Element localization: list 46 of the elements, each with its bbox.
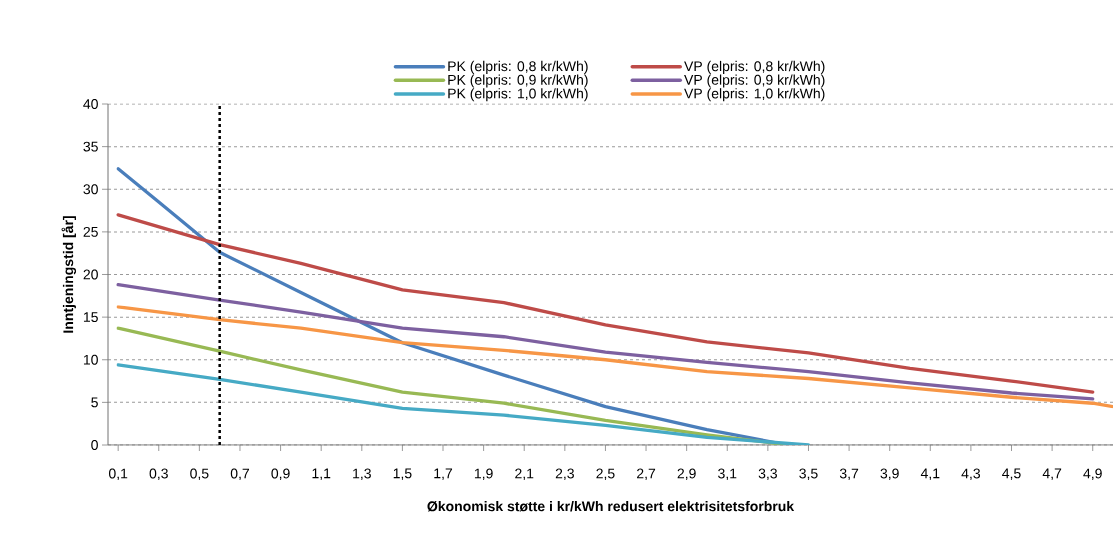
- legend-label: VP (elpris: 0,8 kr/kWh): [684, 60, 825, 74]
- line-series: [116, 363, 811, 445]
- x-tick-label: 2,3: [555, 468, 574, 481]
- x-tick-label: 1,5: [393, 468, 412, 480]
- legend-label: PK (elpris: 1,0 kr/kWh): [448, 88, 588, 102]
- y-tick-label: 10: [83, 354, 98, 365]
- legend-label: VP (elpris: 1,0 kr/kWh): [684, 88, 825, 102]
- x-tick-label: 4,3: [961, 468, 981, 481]
- x-tick-label: 4,5: [1002, 468, 1021, 480]
- legend-label: VP (elpris: 0,9 kr/kWh): [684, 74, 825, 88]
- legend-label: PK (elpris: 0,9 kr/kWh): [448, 74, 588, 88]
- x-tick-label: 2,5: [596, 468, 615, 481]
- x-tick-label: 3,7: [839, 468, 859, 481]
- y-tick-label: 20: [83, 269, 98, 280]
- line-series: [116, 283, 1095, 401]
- x-tick-label: 1,7: [434, 468, 453, 480]
- line-series: [116, 305, 1113, 409]
- x-tick-label: 2,1: [515, 468, 534, 481]
- y-tick-label: 35: [83, 141, 98, 152]
- x-tick-label: 4,9: [1083, 468, 1102, 481]
- x-tick-label: 0,7: [230, 468, 250, 481]
- x-axis-title: Økonomisk støtte i kr/kWh redusert elektrisitetsforbruk: [427, 500, 795, 512]
- legend-label: PK (elpris: 0,8 kr/kWh): [448, 60, 588, 74]
- y-tick-label: 25: [83, 226, 98, 237]
- y-tick-label: 40: [83, 99, 98, 109]
- x-tick-label: 0,9: [271, 468, 290, 481]
- x-tick-label: 4,1: [920, 468, 940, 480]
- x-tick-label: 0,3: [149, 468, 168, 481]
- x-tick-label: 0,5: [190, 468, 209, 481]
- y-tick-label: 30: [83, 184, 98, 195]
- y-axis-title: Inntjeningstid [år]: [61, 216, 77, 333]
- y-tick-label: 0: [91, 440, 98, 450]
- x-tick-label: 3,9: [880, 468, 899, 481]
- x-tick-label: 2,7: [637, 468, 656, 481]
- x-tick-label: 3,5: [799, 468, 818, 481]
- x-tick-label: 3,3: [758, 468, 777, 481]
- x-tick-label: 2,9: [677, 468, 696, 481]
- x-tick-label: 0,1: [108, 468, 128, 481]
- x-tick-label: 1,3: [353, 468, 371, 481]
- x-tick-label: 1,9: [474, 468, 493, 481]
- x-tick-label: 1,1: [312, 468, 331, 480]
- y-tick-label: 5: [91, 397, 98, 408]
- line-series: [116, 213, 1095, 394]
- y-tick-label: 15: [83, 312, 98, 323]
- x-tick-label: 3,1: [718, 468, 737, 481]
- x-tick-label: 4,7: [1042, 468, 1062, 480]
